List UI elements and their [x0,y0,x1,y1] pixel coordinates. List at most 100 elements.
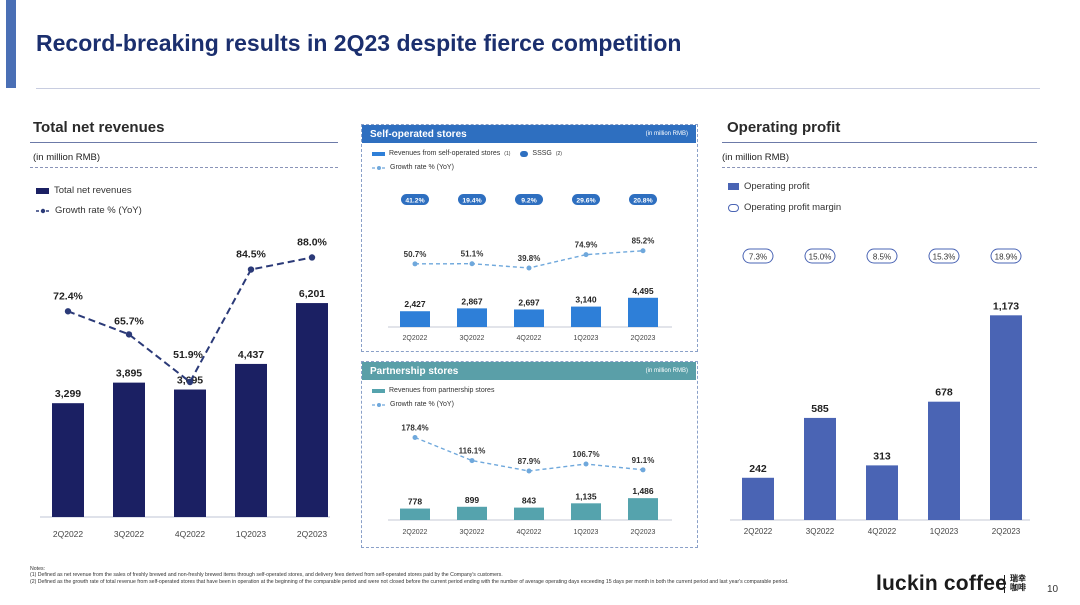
bar-label-4Q2022: 843 [522,496,536,506]
footnotes: Notes: (1) Defined as net revenue from t… [30,566,860,585]
bar-label-1Q2023: 4,437 [238,349,264,361]
growth-line [67,256,313,384]
growth-label-3Q2022: 116.1% [459,447,486,456]
luckin-logo: luckin coffee [876,572,1007,595]
self-operated-box [361,124,698,352]
growth-point-1Q2023 [583,252,589,258]
growth-point-4Q2022 [526,265,532,271]
title-divider [36,88,1040,89]
margin-label-4Q2022: 8.5% [873,253,891,262]
bar-3Q2022 [113,382,145,517]
bar-4Q2022 [514,507,544,520]
growth-point-2Q2022 [412,261,418,267]
operating-profit-legend-margin: Operating profit margin [728,202,841,213]
bar-label-4Q2022: 313 [873,450,891,462]
growth-label-1Q2023: 106.7% [572,450,599,459]
legend-dash-swatch [36,208,50,213]
tick-label-3Q2022: 3Q2022 [806,527,835,536]
note-1: (1) Defined as net revenue from the sale… [30,572,503,579]
tick-label-4Q2022: 4Q2022 [517,529,542,536]
margin-label-2Q2023: 18.9% [995,253,1018,262]
operating-profit-legend-bar: Operating profit [728,181,809,192]
total-revenues-legend-line: Growth rate % (YoY) [36,205,142,216]
operating-profit-rule [722,142,1037,143]
sssg-pill-2Q2023 [629,194,657,205]
growth-point-3Q2022 [469,261,475,267]
partner-legend-bar: Revenues from partnership stores [372,387,494,394]
tick-label-2Q2023: 2Q2023 [631,335,656,342]
margin-pill-3Q2022 [804,248,836,264]
growth-label-2Q2022: 72.4% [53,290,83,302]
self-legend-bar: Revenues from self-operated stores (1) S… [372,150,562,157]
bar-label-1Q2023: 3,140 [575,295,597,305]
bar-label-3Q2022: 585 [811,403,829,415]
legend-label: Operating profit [744,181,810,192]
sssg-pill-2Q2022 [401,194,429,205]
growth-label-1Q2023: 84.5% [236,249,266,261]
growth-point-2Q2023 [640,467,646,473]
bar-2Q2023 [628,498,658,520]
margin-pill-4Q2022 [866,248,898,264]
legend-label: Operating profit margin [744,202,842,213]
total-revenues-dash [30,167,338,168]
self-operated-chart: 41.2% 2,427 2Q2022 19.4% 2,867 3Q2022 9.2% 2,69… [388,194,672,342]
growth-label-2Q2022: 178.4% [401,424,428,433]
legend-swatch [36,187,49,194]
legend-swatch [372,388,385,393]
total-revenues-title: Total net revenues [33,119,165,136]
partnership-box [361,361,698,548]
growth-point-2Q2022 [412,435,418,441]
bar-label-2Q2022: 778 [408,497,422,507]
ssg-swatch [520,150,529,157]
sssg-pill-4Q2022 [515,194,543,205]
bar-label-3Q2022: 3,895 [116,368,142,380]
bar-2Q2023 [990,315,1022,520]
bar-2Q2023 [628,297,658,327]
bar-label-2Q2023: 6,201 [299,288,325,300]
growth-label-2Q2023: 85.2% [632,237,655,246]
tick-label-3Q2022: 3Q2022 [460,335,485,342]
operating-profit-unit: (in million RMB) [722,152,790,163]
margin-pill-2Q2023 [990,248,1022,264]
growth-point-1Q2023 [247,266,255,273]
bar-1Q2023 [571,503,601,520]
bar-3Q2022 [804,417,836,520]
tick-label-4Q2022: 4Q2022 [517,335,542,342]
legend-swatch [372,151,385,156]
sssg-pill-1Q2023 [572,194,600,205]
growth-point-2Q2023 [640,248,646,254]
growth-label-3Q2022: 51.1% [461,250,484,259]
partnership-unit: (in million RMB) [645,368,688,374]
self-operated-header: Self-operated stores (in million RMB) [362,125,696,143]
partnership-chart: 778 2Q2022 899 3Q2022 843 4Q2022 1,135 1Q2023 1,… [388,424,672,536]
total-revenues-unit: (in million RMB) [33,152,101,163]
legend-swatch [728,203,739,212]
bar-2Q2022 [400,508,430,520]
growth-label-2Q2022: 50.7% [404,250,427,259]
margin-pill-2Q2022 [742,248,774,264]
bar-4Q2022 [514,309,544,327]
sssg-label-2Q2022: 41.2% [405,198,424,205]
growth-point-3Q2022 [125,331,133,338]
bar-label-2Q2022: 2,427 [404,299,426,309]
bar-2Q2022 [742,477,774,520]
growth-label-4Q2022: 87.9% [518,457,541,466]
legend-label: SSSG [532,150,552,157]
page-number: 10 [1047,584,1059,595]
sssg-pill-3Q2022 [458,194,486,205]
margin-label-2Q2022: 7.3% [749,253,767,262]
self-operated-unit: (in million RMB) [645,131,688,137]
tick-label-2Q2022: 2Q2022 [744,527,773,536]
tick-label-2Q2023: 2Q2023 [631,529,656,536]
growth-label-2Q2023: 91.1% [632,456,655,465]
tick-label-4Q2022: 4Q2022 [868,527,897,536]
legend-label: Revenues from partnership stores [389,387,495,394]
legend-note: (1) [504,150,511,157]
growth-label-2Q2023: 88.0% [297,236,327,248]
total-revenues-rule [30,142,338,143]
tick-label-3Q2022: 3Q2022 [460,529,485,536]
legend-dash-swatch [372,402,386,407]
total-revenues-legend-bar: Total net revenues [36,185,132,196]
partner-legend-line: Growth rate % (YoY) [372,401,454,408]
bar-3Q2022 [457,506,487,520]
